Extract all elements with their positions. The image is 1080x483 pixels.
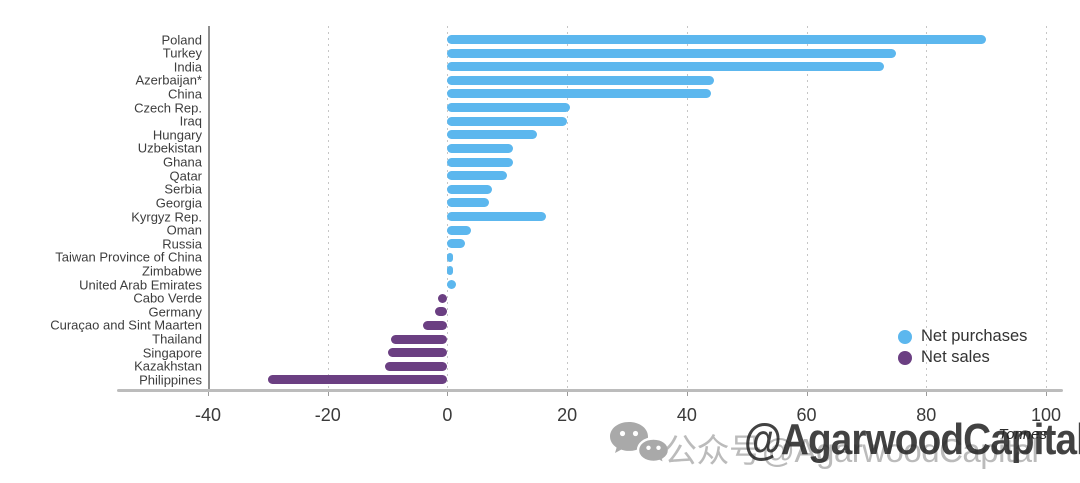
country-label: Zimbabwe — [142, 263, 202, 279]
country-label: Hungary — [152, 127, 202, 143]
country-label: Russia — [162, 236, 202, 252]
bar-united-arab-emirates — [447, 280, 457, 290]
x-tick-label: -20 — [314, 405, 341, 425]
x-tick-label: 80 — [916, 405, 937, 425]
bar-kazakhstan — [384, 361, 448, 371]
bar-china — [447, 89, 711, 99]
wechat-icon — [608, 420, 671, 470]
country-label: Kyrgyz Rep. — [131, 209, 202, 225]
x-tick-label: 100 — [1030, 405, 1062, 425]
bar-serbia — [447, 184, 493, 194]
gridline-60 — [806, 26, 809, 390]
x-tick-mark — [327, 391, 329, 396]
country-label: Thailand — [152, 331, 202, 347]
country-label: Philippines — [139, 372, 202, 388]
gridline-0 — [447, 26, 450, 390]
bar-germany — [435, 307, 448, 317]
bar-india — [447, 62, 885, 72]
bar-oman — [447, 225, 472, 235]
x-tick-mark — [447, 391, 449, 396]
net-sales-dot-icon — [898, 350, 912, 365]
country-label: Curaçao and Sint Maarten — [50, 317, 202, 333]
net-purchases-dot-icon — [898, 329, 912, 344]
gridline-20 — [567, 26, 570, 390]
x-tick-mark — [208, 391, 209, 396]
bar-azerbaijan- — [447, 75, 714, 85]
bar-cabo-verde — [438, 293, 448, 303]
bar-turkey — [447, 48, 897, 58]
country-label: Poland — [161, 32, 202, 47]
bar-uzbekistan — [447, 143, 514, 153]
legend-label: Net sales — [921, 348, 990, 366]
x-tick-mark — [686, 391, 688, 396]
bar-qatar — [447, 171, 508, 181]
bar-singapore — [387, 348, 448, 358]
x-tick-label: 0 — [442, 405, 453, 425]
gridline--20 — [327, 26, 330, 390]
bar-czech-rep- — [447, 103, 571, 113]
bar-thailand — [390, 334, 448, 344]
legend-item-net-purchases: Net purchases — [898, 326, 1027, 347]
country-label: Ghana — [162, 154, 202, 170]
watermark-gray-text: 公众号@AgarwoodCapital — [664, 432, 1039, 469]
x-tick-label: 40 — [676, 405, 697, 425]
country-label: Kazakhstan — [134, 358, 202, 374]
bar-poland — [447, 35, 987, 44]
country-label: Turkey — [162, 45, 202, 61]
country-label: Qatar — [169, 168, 202, 184]
country-label: Serbia — [164, 181, 202, 197]
country-label: United Arab Emirates — [79, 277, 202, 293]
bar-iraq — [447, 116, 568, 126]
legend-item-net-sales: Net sales — [898, 347, 1027, 368]
bar-kyrgyz-rep- — [447, 212, 547, 222]
country-label: Germany — [148, 304, 202, 320]
bar-taiwan-province-of-china — [447, 252, 454, 262]
bar-hungary — [447, 130, 538, 140]
x-tick-mark — [567, 391, 569, 396]
country-label: India — [173, 59, 202, 75]
bar-russia — [447, 239, 466, 249]
bar-georgia — [447, 198, 490, 208]
gridline-40 — [686, 26, 689, 390]
country-label: Azerbaijan* — [135, 72, 203, 88]
gridline-80 — [926, 26, 929, 390]
x-tick-mark — [806, 391, 808, 396]
country-label: Singapore — [142, 345, 202, 361]
bar-philippines — [267, 375, 448, 385]
x-axis-line — [117, 389, 1063, 392]
legend: Net purchases Net sales — [898, 326, 1027, 368]
gridline-100 — [1046, 26, 1048, 390]
x-axis-unit-label: Tonnes — [998, 426, 1047, 443]
x-tick-label: 20 — [557, 405, 578, 425]
x-tick-label: 60 — [796, 405, 817, 425]
x-tick-mark — [1046, 391, 1047, 396]
bar-ghana — [447, 157, 514, 167]
country-label: Oman — [166, 222, 202, 238]
x-tick-label: -40 — [194, 405, 222, 425]
y-axis-line — [208, 26, 210, 390]
country-label: Uzbekistan — [137, 140, 202, 156]
x-tick-mark — [926, 391, 928, 396]
bar-cura-ao-and-sint-maarten — [423, 320, 448, 330]
country-label: Georgia — [155, 195, 202, 211]
bar-zimbabwe — [447, 266, 454, 276]
country-label: Taiwan Province of China — [55, 249, 202, 265]
legend-label: Net purchases — [921, 327, 1028, 345]
country-label: Iraq — [179, 113, 202, 129]
country-label: Cabo Verde — [133, 290, 202, 306]
country-label: Czech Rep. — [134, 100, 202, 116]
country-label: China — [168, 86, 202, 102]
